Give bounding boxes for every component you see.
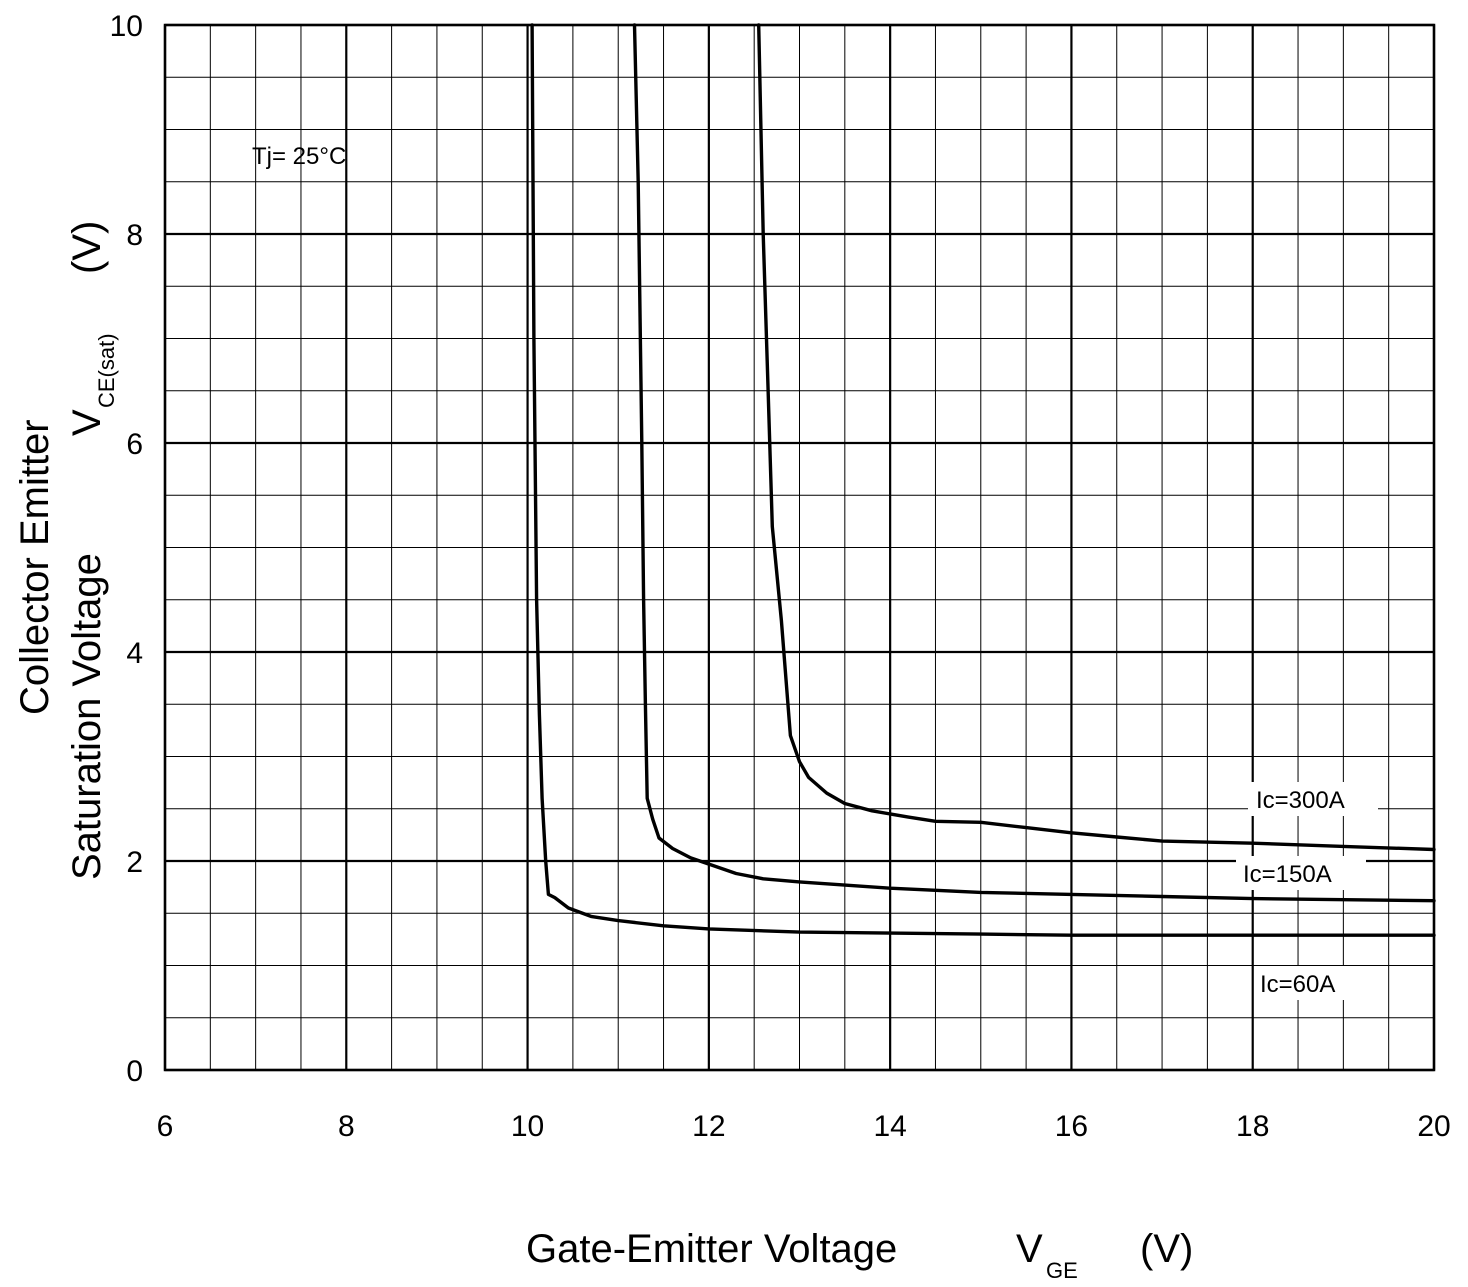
series-layer [530, 23, 1436, 937]
series-line-1 [632, 23, 1436, 903]
x-tick-label: 8 [338, 1110, 355, 1143]
series-label-background [1248, 782, 1378, 816]
x-tick-label: 10 [511, 1110, 544, 1143]
x-tick-label: 14 [873, 1110, 906, 1143]
x-axis-title: Gate-Emitter Voltage V GE (V) [526, 1227, 1193, 1287]
y-axis-title-unit: (V) [65, 221, 109, 274]
series-label-group: Ic=300A Ic=150A Ic=60A [1236, 782, 1378, 1000]
y-tick-label: 2 [126, 846, 143, 879]
x-tick-label: 20 [1417, 1110, 1450, 1143]
svg-text:Saturation Voltage V: Saturation Voltage V CE(sat) (V) [65, 221, 123, 880]
series-line-0 [757, 23, 1436, 852]
series-label-ic60: Ic=60A [1260, 971, 1335, 998]
series-label-ic300: Ic=300A [1256, 787, 1345, 814]
x-tick-label: 16 [1055, 1110, 1088, 1143]
svg-text:Gate-Emitter Voltage V: Gate-Emitter Voltage V GE (V) [526, 1227, 1193, 1287]
y-tick-label: 0 [126, 1055, 143, 1088]
series-label-background [1236, 856, 1366, 890]
x-axis-title-subscript: GE [1046, 1258, 1078, 1283]
y-tick-label: 8 [126, 219, 143, 252]
series-line-2 [530, 23, 1436, 937]
y-tick-labels: 0 2 4 6 8 10 [110, 10, 143, 1088]
svg-text:Collector Emitter: Collector Emitter [13, 419, 57, 715]
x-axis-title-unit: (V) [1140, 1227, 1193, 1271]
x-tick-label: 18 [1236, 1110, 1269, 1143]
x-tick-label: 12 [692, 1110, 725, 1143]
x-tick-label: 6 [157, 1110, 174, 1143]
y-tick-label: 10 [110, 10, 143, 43]
minor-grid [165, 25, 1434, 1070]
y-axis-title-line2: Saturation Voltage [65, 553, 109, 880]
series-label-ic150: Ic=150A [1243, 861, 1332, 888]
series-label-background [1254, 966, 1366, 1000]
condition-label: Tj= 25°C [252, 143, 346, 170]
y-tick-label: 4 [126, 637, 143, 670]
x-axis-title-main: Gate-Emitter Voltage [526, 1227, 897, 1271]
y-tick-label: 6 [126, 428, 143, 461]
y-axis-title: Collector Emitter Saturation Voltage V C… [13, 221, 123, 880]
plot-frame [163, 23, 1436, 1072]
x-axis-title-symbol: V [1016, 1227, 1043, 1271]
y-axis-title-subscript: CE(sat) [94, 333, 119, 408]
y-axis-title-symbol: V [65, 409, 109, 436]
x-tick-labels: 6 8 10 12 14 16 18 20 [157, 1110, 1451, 1143]
